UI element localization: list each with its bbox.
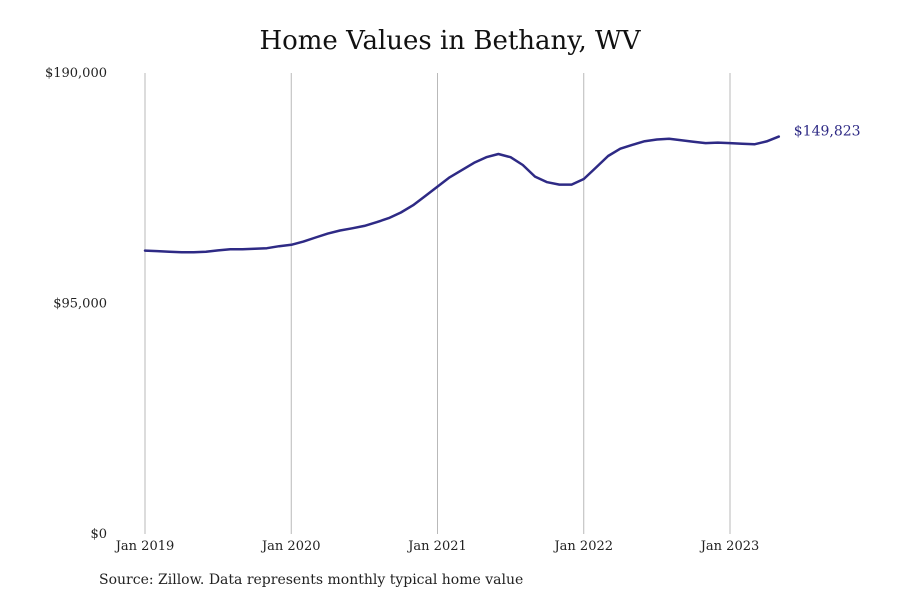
x-axis: Jan 2019 Jan 2020 Jan 2021 Jan 2022 Jan 2023 [114,539,760,554]
y-tick-label: $0 [90,527,107,542]
y-tick-label: $190,000 [45,66,107,81]
chart-title: Home Values in Bethany, WV [259,26,641,56]
series-line-home-value [143,135,781,254]
x-tick-label: Jan 2021 [406,539,467,554]
last-value-label: $149,823 [794,124,861,140]
y-tick-label: $95,000 [53,297,107,312]
y-axis: $0 $95,000 $190,000 [45,66,107,542]
x-tick-label: Jan 2022 [552,539,613,554]
x-tick-label: Jan 2019 [114,539,175,554]
grid-lines [144,73,731,534]
x-tick-label: Jan 2020 [260,539,321,554]
x-tick-label: Jan 2023 [699,539,760,554]
source-note: Source: Zillow. Data represents monthly … [99,572,524,588]
